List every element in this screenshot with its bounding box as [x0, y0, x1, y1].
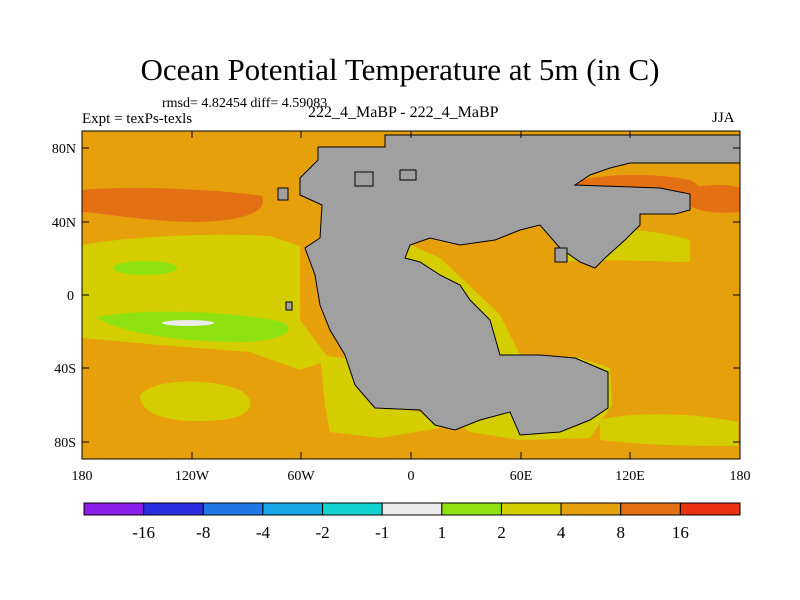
colorbar	[83, 502, 741, 516]
x-axis	[81, 131, 741, 459]
colorbar-label: -16	[132, 523, 155, 542]
island-3	[354, 171, 374, 187]
y-tick-label: 80N	[52, 142, 76, 157]
colorbar-swatch	[560, 502, 622, 516]
island-5	[285, 301, 293, 311]
island-4	[554, 247, 568, 263]
colorbar-swatch	[143, 502, 204, 516]
colorbar-swatch	[620, 502, 681, 516]
north-pacific-warm	[82, 188, 264, 222]
colorbar-swatch	[202, 502, 264, 516]
season-label: JJA	[712, 110, 735, 126]
x-tick-label: 60W	[287, 469, 315, 484]
colorbar-labels: -16 -8 -4 -2 -1 1 2 4 8 16	[132, 523, 689, 542]
island-2	[399, 169, 417, 181]
stats-label: rmsd= 4.82454 diff= 4.59083	[162, 96, 328, 111]
colorbar-swatch	[679, 502, 741, 516]
south-east-patch	[600, 414, 738, 446]
colorbar-label: 4	[557, 523, 566, 542]
colorbar-label: 1	[438, 523, 447, 542]
x-tick-label: 180	[72, 469, 93, 484]
expt-label: Expt = texPs-texls	[82, 111, 193, 127]
white-patch	[162, 320, 214, 326]
y-tick-label: 40N	[52, 216, 76, 231]
y-tick-label: 40S	[54, 362, 76, 377]
x-tick-label: 120W	[175, 469, 210, 484]
colorbar-swatch	[381, 502, 443, 516]
colorbar-label: -4	[256, 523, 271, 542]
green-patch-south	[96, 311, 289, 342]
colorbar-swatch	[500, 502, 562, 516]
colorbar-swatch	[262, 502, 324, 516]
island-1	[277, 187, 289, 201]
y-axis	[82, 147, 740, 443]
x-tick-label: 180	[730, 469, 751, 484]
case-label: 222_4_MaBP - 222_4_MaBP	[308, 104, 499, 121]
colorbar-swatch	[441, 502, 502, 516]
y-tick-label: 0	[67, 289, 74, 304]
green-patch-north	[113, 261, 177, 275]
x-tick-label: 120E	[615, 469, 645, 484]
plot-title: Ocean Potential Temperature at 5m (in C)	[140, 52, 660, 87]
colorbar-label: 16	[672, 523, 689, 542]
y-tick-label: 80S	[54, 436, 76, 451]
colorbar-label: -2	[315, 523, 329, 542]
south-pacific-patch	[140, 381, 251, 422]
colorbar-label: 2	[497, 523, 506, 542]
south-atlantic-band	[320, 355, 440, 438]
colorbar-label: -1	[375, 523, 389, 542]
colorbar-swatch	[83, 502, 145, 516]
x-tick-label: 60E	[510, 469, 533, 484]
colorbar-swatch	[322, 502, 383, 516]
x-tick-label: 0	[408, 469, 415, 484]
continent-landmass	[299, 134, 741, 436]
colorbar-label: -8	[196, 523, 210, 542]
far-north-warm	[690, 185, 740, 213]
colorbar-label: 8	[616, 523, 625, 542]
